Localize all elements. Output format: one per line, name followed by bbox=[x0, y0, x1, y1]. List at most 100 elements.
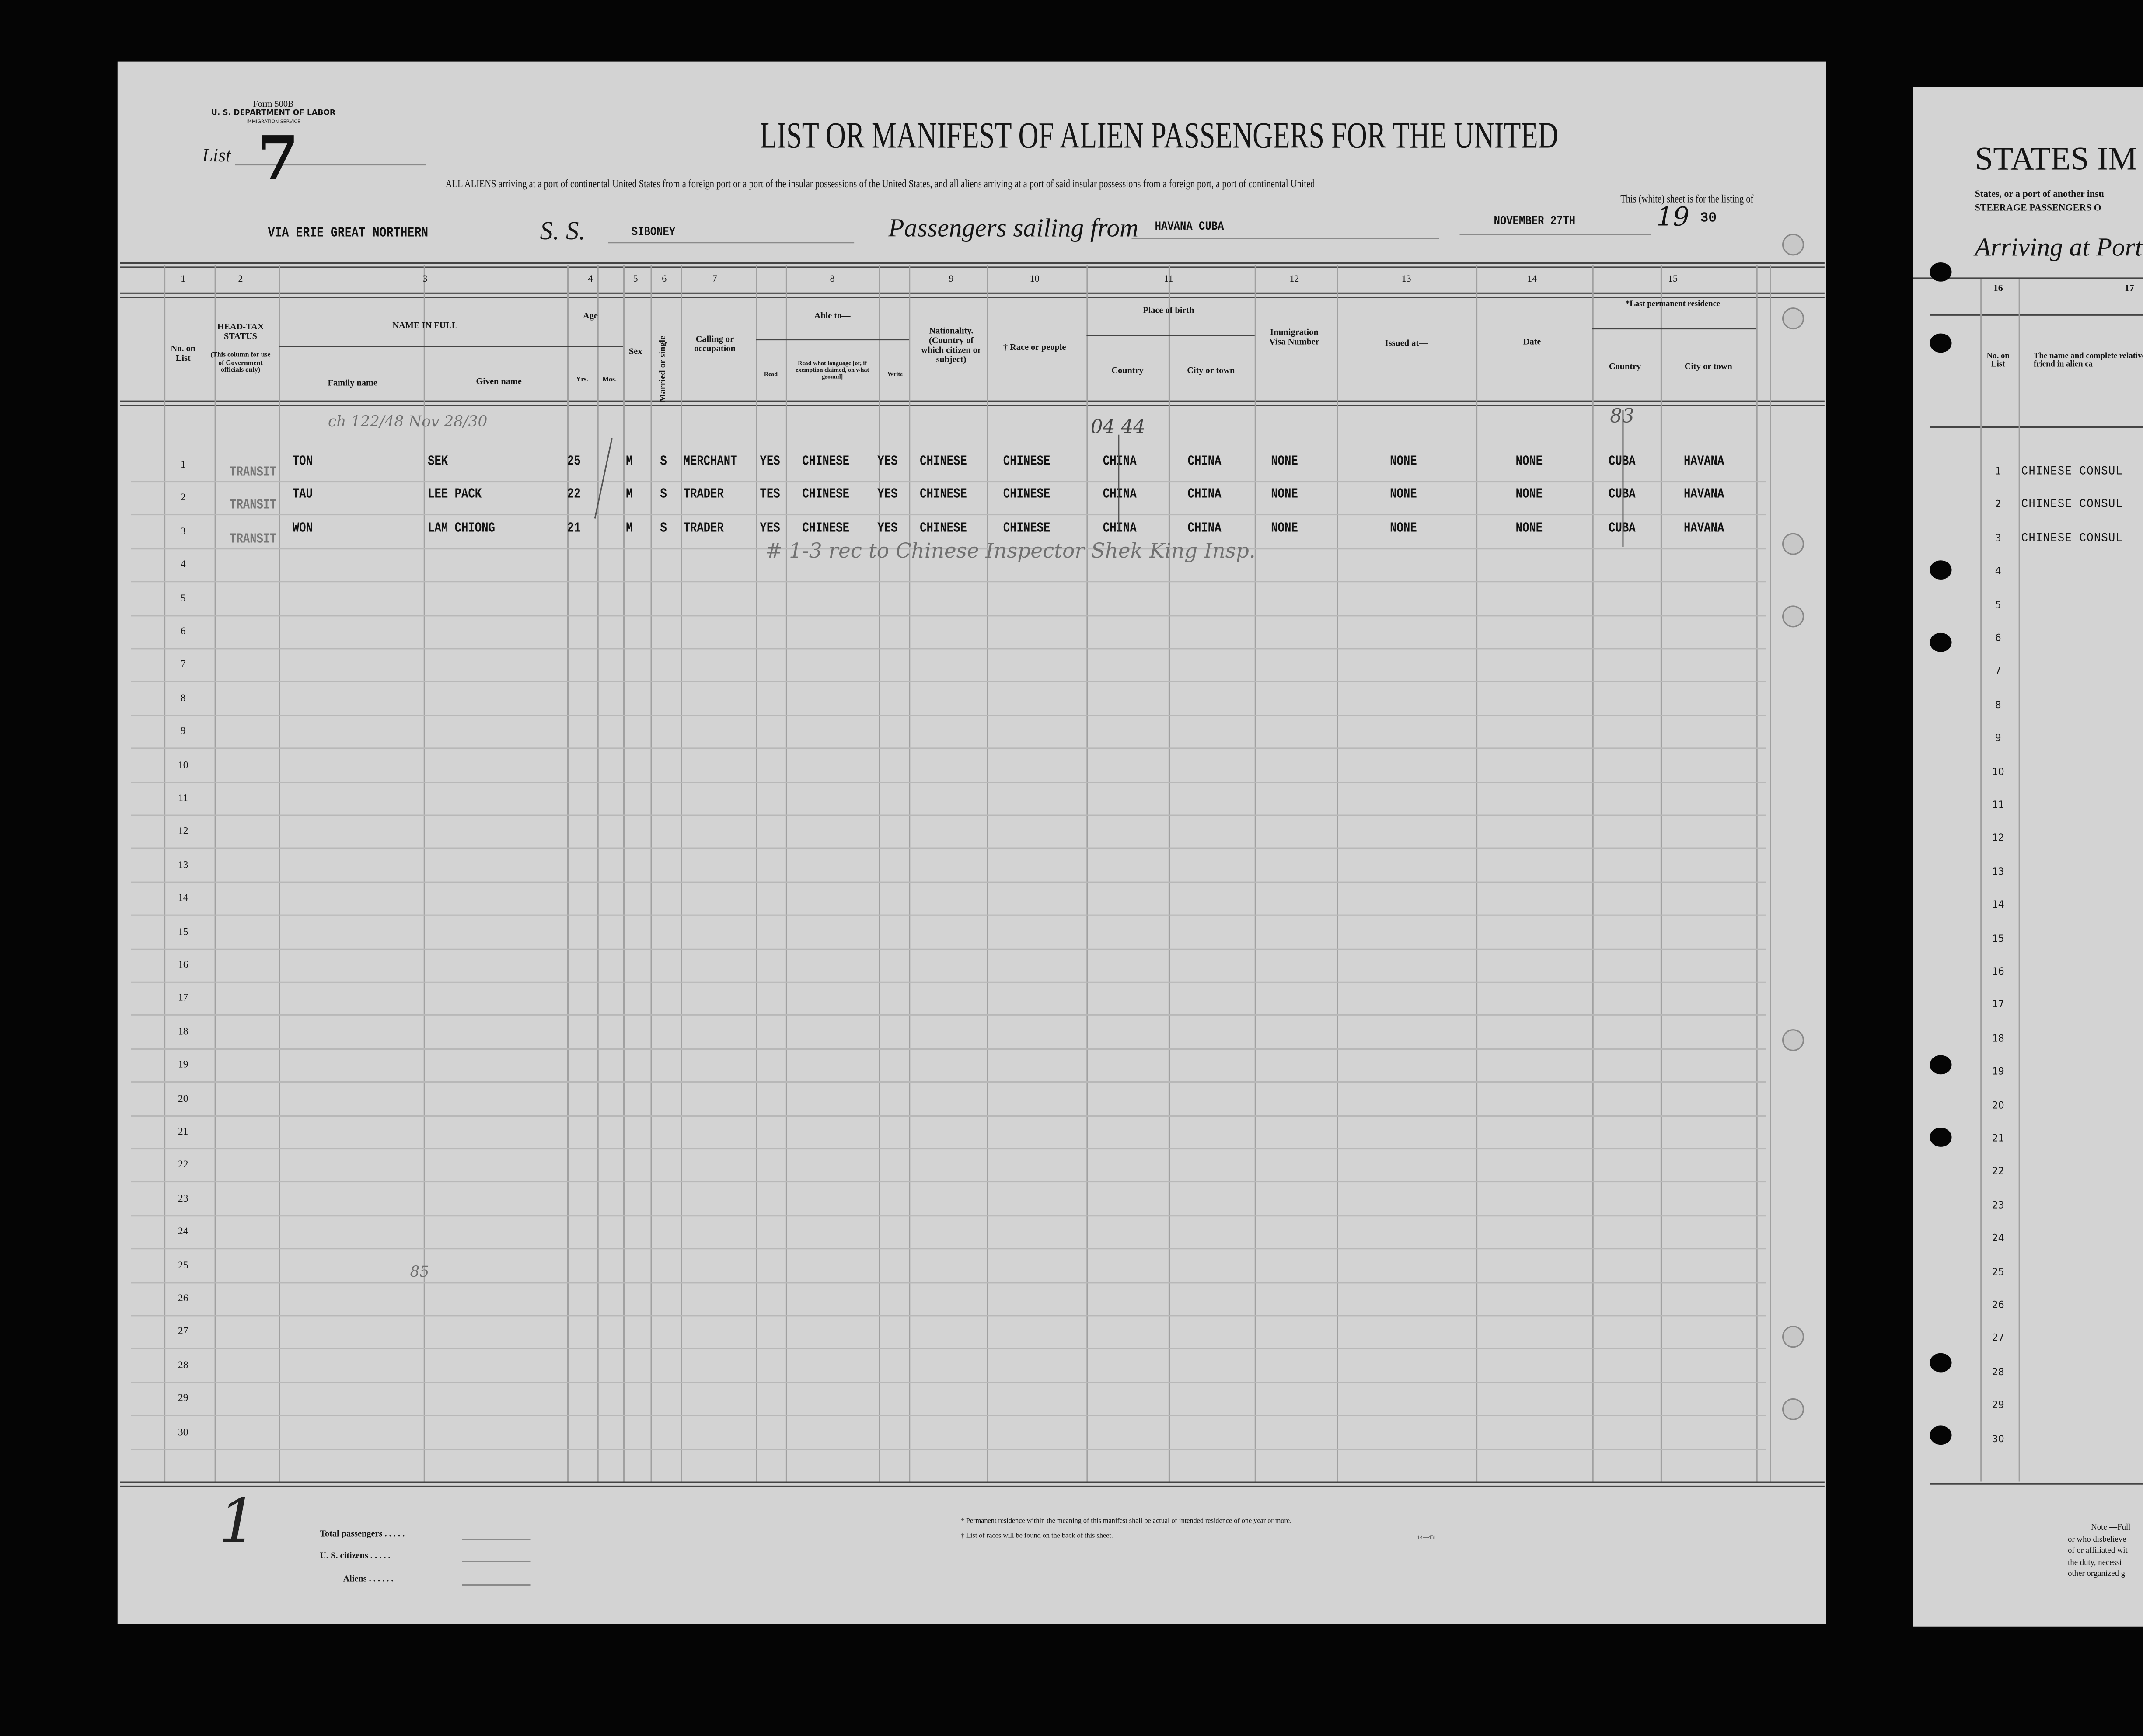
header-race: † Race or people bbox=[1003, 343, 1066, 353]
row-number: 14 bbox=[178, 893, 188, 903]
row-rule bbox=[131, 1115, 1766, 1116]
races-footnote: † List of races will be found on the bac… bbox=[961, 1533, 1113, 1540]
row-number: 25 bbox=[178, 1260, 188, 1270]
list-label: List bbox=[202, 148, 231, 167]
column-rule bbox=[1661, 265, 1662, 1481]
binder-hole bbox=[1782, 1029, 1804, 1051]
right-row-number: 30 bbox=[1992, 1435, 2004, 1444]
cell-given: LAM CHIONG bbox=[428, 523, 495, 537]
residence-footnote: * Permanent residence within the meaning… bbox=[961, 1519, 1291, 1526]
column-number: 2 bbox=[238, 275, 243, 284]
right-page-note: the duty, necessi bbox=[2068, 1559, 2122, 1567]
row-number: 6 bbox=[181, 626, 186, 636]
column-rule bbox=[786, 265, 787, 1481]
column-number-16: 16 bbox=[1993, 284, 2003, 294]
header-last-residence: *Last permanent residence bbox=[1626, 301, 1720, 310]
cell-given: SEK bbox=[428, 457, 448, 470]
right-page-note: Note.—Full bbox=[2091, 1524, 2130, 1532]
header-mos: Mos. bbox=[602, 377, 617, 385]
manifest-title: LIST OR MANIFEST OF ALIEN PASSENGERS FOR… bbox=[760, 118, 1558, 154]
row-rule bbox=[131, 1248, 1766, 1250]
punch-hole bbox=[1930, 1128, 1952, 1147]
right-row-number: 17 bbox=[1992, 1001, 2004, 1011]
year-prefix: 19 bbox=[1657, 205, 1690, 231]
column-number: 7 bbox=[712, 275, 717, 284]
cell-married: S bbox=[660, 457, 667, 470]
column-number: 1 bbox=[181, 275, 185, 284]
right-row-number: 22 bbox=[1992, 1168, 2004, 1177]
header-top-rule bbox=[120, 262, 1825, 268]
right-row-number: 9 bbox=[1995, 734, 2001, 744]
right-row-number: 24 bbox=[1992, 1234, 2004, 1244]
column-number: 12 bbox=[1289, 275, 1299, 284]
right-row-number: 4 bbox=[1995, 567, 2001, 577]
column-rule bbox=[424, 265, 425, 1481]
cell-birth-city: CHINA bbox=[1188, 523, 1222, 537]
cell-read: TES bbox=[760, 490, 780, 503]
column-rule bbox=[164, 265, 165, 1481]
cell-birth-city: CHINA bbox=[1188, 490, 1222, 503]
right-row-number: 16 bbox=[1992, 968, 2004, 978]
cell-yrs: 25 bbox=[567, 457, 581, 470]
aliens-field bbox=[462, 1584, 530, 1586]
column-number: 15 bbox=[1668, 275, 1678, 284]
column-rule bbox=[756, 265, 757, 1481]
right-row-number: 15 bbox=[1992, 934, 2004, 944]
column-rule bbox=[909, 265, 910, 1481]
column-number: 8 bbox=[830, 275, 835, 284]
right-row-number: 6 bbox=[1995, 634, 2001, 644]
column-number-17: 17 bbox=[2125, 284, 2134, 294]
column-rule bbox=[279, 265, 280, 1481]
column-rule bbox=[1756, 265, 1758, 1481]
right-page-note: of or affiliated wit bbox=[2068, 1547, 2128, 1556]
header-write: Write bbox=[887, 372, 903, 378]
cell-yrs: 21 bbox=[567, 523, 581, 537]
column-number: 10 bbox=[1030, 275, 1040, 284]
column-rule bbox=[1169, 265, 1170, 1481]
ship-name-line bbox=[608, 242, 855, 243]
cell-date: NONE bbox=[1516, 490, 1543, 503]
header-given-name: Given name bbox=[476, 377, 521, 387]
column-number: 3 bbox=[422, 275, 427, 284]
column-rule bbox=[1086, 265, 1088, 1481]
row-number: 30 bbox=[178, 1426, 188, 1436]
header-yrs: Yrs. bbox=[576, 377, 588, 385]
cell-date: NONE bbox=[1516, 523, 1543, 537]
column-number: 5 bbox=[633, 275, 638, 284]
row-number: 3 bbox=[181, 526, 186, 536]
name-subheader-rule bbox=[279, 346, 624, 347]
header-no-on-list-right: No. on List bbox=[1983, 353, 2013, 369]
handwritten-mark: 85 bbox=[410, 1264, 429, 1279]
column-rule bbox=[597, 265, 599, 1481]
row-rule bbox=[131, 748, 1766, 749]
column-rule bbox=[987, 265, 988, 1481]
row-number: 4 bbox=[181, 559, 186, 569]
cell-family: TAU bbox=[293, 490, 313, 503]
sailing-from-label: Passengers sailing from bbox=[888, 216, 1138, 242]
row-number: 16 bbox=[178, 960, 188, 970]
right-row-number: 27 bbox=[1992, 1334, 2004, 1344]
handwritten-note: ch 122/48 Nov 28/30 bbox=[328, 414, 487, 429]
column-number: 9 bbox=[949, 275, 954, 284]
row-number: 7 bbox=[181, 659, 186, 669]
department-label: U. S. DEPARTMENT OF LABOR bbox=[211, 111, 335, 118]
right-row-number: 7 bbox=[1995, 667, 2001, 677]
handwritten-code: 04 44 bbox=[1091, 418, 1145, 437]
row-rule bbox=[131, 514, 1766, 516]
row-rule bbox=[131, 1048, 1766, 1049]
row-rule bbox=[131, 481, 1766, 482]
row-number: 13 bbox=[178, 859, 188, 870]
column-rule bbox=[1592, 265, 1594, 1481]
row-rule bbox=[131, 581, 1766, 583]
header-read: Read bbox=[764, 372, 778, 378]
row-number: 10 bbox=[178, 759, 188, 769]
right-page-subtitle-2: STEERAGE PASSENGERS O bbox=[1975, 204, 2101, 213]
header-married: Married or single bbox=[660, 336, 669, 402]
list-number-handwritten: 7 bbox=[257, 130, 299, 190]
row-rule bbox=[131, 1215, 1766, 1216]
arriving-at-port-label: Arriving at Port bbox=[1975, 235, 2143, 261]
header-birth-city: City or town bbox=[1187, 367, 1235, 376]
relative-cell: CHINESE CONSUL bbox=[2021, 533, 2123, 545]
binder-hole bbox=[1782, 307, 1804, 329]
right-rule bbox=[1930, 1483, 2143, 1485]
